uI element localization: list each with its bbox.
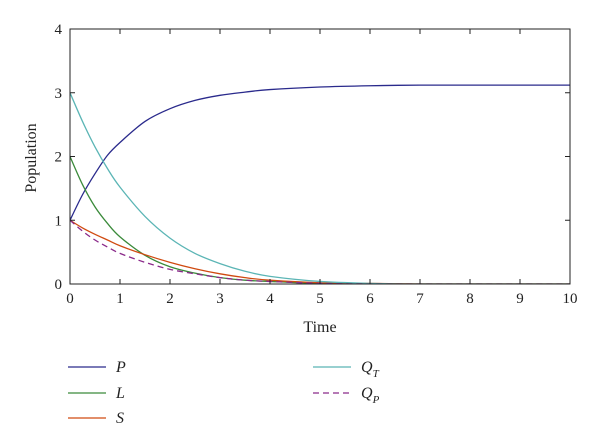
x-tick-label: 3 <box>216 291 224 307</box>
y-tick-label: 1 <box>55 213 63 229</box>
legend-item-s: S <box>68 410 124 427</box>
x-tick-label: 5 <box>316 291 324 307</box>
series-line-p <box>70 84 570 221</box>
x-tick-label: 6 <box>366 291 374 307</box>
legend-label: QT <box>361 359 380 380</box>
legend-item-p: P <box>68 359 126 376</box>
x-tick-label: 2 <box>166 291 174 307</box>
legend-label: P <box>115 359 126 376</box>
series-line-q-t <box>70 92 570 284</box>
axes: 0 1 2 3 4 5 6 7 8 9 10 0 1 2 3 4 <box>55 22 578 307</box>
x-tick-label: 7 <box>416 291 424 307</box>
y-tick-label: 0 <box>55 277 63 293</box>
legend-label: L <box>115 385 125 402</box>
legend-item-q-p: QP <box>313 385 380 406</box>
legend-item-q-t: QT <box>313 359 380 380</box>
legend: PLS QT QP <box>68 359 380 427</box>
x-tick-label: 4 <box>266 291 274 307</box>
series-lines <box>70 84 570 284</box>
series-line-s <box>70 219 570 284</box>
y-axis-label: Population <box>23 123 40 192</box>
x-tick-label: 1 <box>116 291 124 307</box>
x-tick-label: 9 <box>516 291 524 307</box>
plot-area <box>70 29 570 284</box>
y-tick-label: 2 <box>55 150 63 166</box>
legend-label: S <box>116 410 124 427</box>
x-tick-label: 0 <box>66 291 74 307</box>
x-tick-label: 8 <box>466 291 474 307</box>
legend-label: QP <box>361 385 380 406</box>
x-tick-label: 10 <box>563 291 578 307</box>
x-axis-label: Time <box>303 319 336 336</box>
series-line-q-p <box>70 219 570 284</box>
y-tick-label: 4 <box>55 22 63 38</box>
plot-background <box>70 29 570 284</box>
legend-item-l: L <box>68 385 125 402</box>
y-tick-label: 3 <box>55 86 63 102</box>
